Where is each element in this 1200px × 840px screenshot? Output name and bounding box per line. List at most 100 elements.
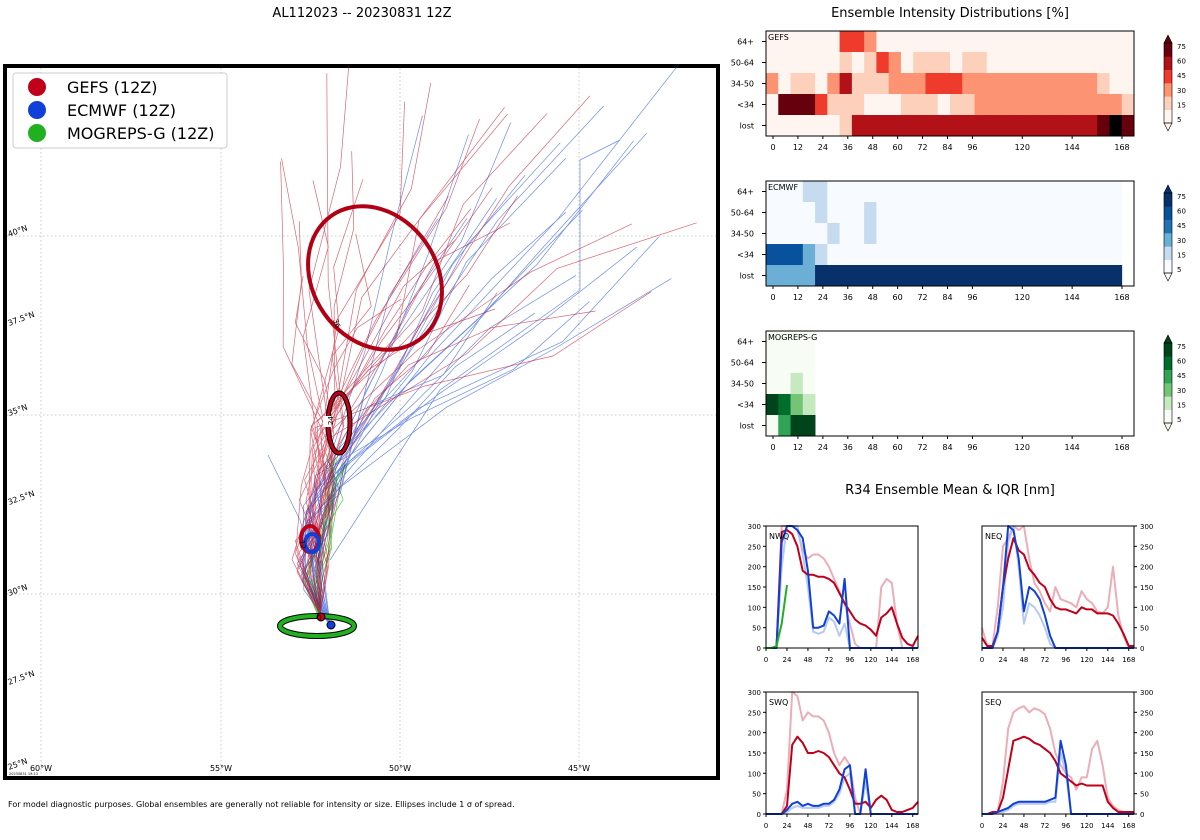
heatmap-cell <box>1048 181 1061 203</box>
ecmwf-track <box>305 142 561 626</box>
heatmap-cell <box>1084 244 1098 266</box>
heatmap-cell <box>876 223 890 245</box>
gefs-track <box>296 187 493 616</box>
heatmap-row-label: <34 <box>737 251 754 260</box>
footnote: For model diagnostic purposes. Global en… <box>8 800 515 809</box>
r34-y-tick-label: 150 <box>1140 584 1153 592</box>
heatmap-row-label: <34 <box>737 401 754 410</box>
heatmap-cell <box>802 115 816 137</box>
r34-x-tick-label: 48 <box>1019 656 1028 664</box>
heatmap-cell <box>839 181 853 203</box>
heatmap-cell <box>815 181 828 203</box>
colorbar-tick-label: 5 <box>1177 416 1181 424</box>
heatmap-cell <box>839 52 853 74</box>
colorbar-swatch <box>1164 206 1172 220</box>
heatmap-cell <box>950 73 963 95</box>
heatmap-cell <box>999 31 1012 53</box>
heatmap-cell <box>986 181 1000 203</box>
heatmap-cell <box>925 52 939 74</box>
colorbar-frame <box>1163 42 1173 124</box>
legend: GEFS (12Z) ECMWF (12Z) MOGREPS-G (12Z) <box>12 72 228 149</box>
heatmap-cell <box>876 94 890 116</box>
heatmap-cell <box>900 223 914 245</box>
r34-x-tick-label: 168 <box>906 822 919 830</box>
heatmap-x-tick-label: 120 <box>1015 143 1030 152</box>
heatmap-cell <box>1023 223 1037 245</box>
heatmap-cell <box>1097 52 1110 74</box>
heatmap-x-tick-label: 0 <box>770 143 775 152</box>
heatmap-cell <box>1035 31 1049 53</box>
heatmap-cell <box>815 52 828 74</box>
heatmap-cell <box>900 265 914 287</box>
colorbar-tick-label: 30 <box>1177 237 1186 245</box>
heatmap-cell <box>900 181 914 203</box>
ellipse-label-24: 24 <box>327 416 335 425</box>
heatmap-cell <box>864 202 877 224</box>
colorbar-tick-label: 75 <box>1177 43 1186 51</box>
r34-x-tick-label: 48 <box>803 656 812 664</box>
heatmap-cell <box>1109 181 1123 203</box>
r34-panel-label: NWQ <box>769 532 789 541</box>
r34-panel: NEQ 0 24 48 72 96 120 144 168 0 50 100 150 200 250 300 <box>980 523 1154 664</box>
heatmap-cell <box>1035 181 1049 203</box>
r34-y-tick-label: 100 <box>748 770 761 778</box>
r34-y-tick-label: 250 <box>748 709 761 717</box>
heatmap-cell <box>986 202 1000 224</box>
heatmap-cell <box>815 94 828 116</box>
r34-x-tick-label: 24 <box>999 656 1008 664</box>
heatmap-panel-label: MOGREPS-G <box>768 333 817 342</box>
r34-x-tick-label: 120 <box>864 656 877 664</box>
intensity-panels: GEFS 64+ 50-64 34-50 <34 lost 0 12 24 36 48 60 72 84 9… <box>731 30 1186 452</box>
heatmap-cell <box>1023 202 1037 224</box>
heatmap-row-label: 50-64 <box>731 209 754 218</box>
ellipse-label-36: 36 <box>331 318 342 330</box>
r34-y-tick-label: 50 <box>1140 791 1149 799</box>
heatmap-cell <box>1109 244 1123 266</box>
heatmap-cell <box>815 223 828 245</box>
r34-x-tick-label: 144 <box>1101 656 1115 664</box>
heatmap-cell <box>913 94 926 116</box>
heatmap-cell <box>1060 73 1074 95</box>
heatmap-x-tick-label: 24 <box>818 293 828 302</box>
r34-x-tick-label: 144 <box>1101 822 1115 830</box>
heatmap-x-tick-label: 0 <box>770 443 775 452</box>
heatmap-cell <box>888 52 902 74</box>
heatmap-row-label: 50-64 <box>731 359 754 368</box>
heatmap-cell <box>962 94 975 116</box>
heatmap-cell <box>864 223 877 245</box>
ecmwf-track <box>329 139 621 561</box>
heatmap-row-label: 64+ <box>737 38 754 47</box>
heatmap-cell <box>913 31 926 53</box>
heatmap-cell <box>962 202 975 224</box>
heatmap-cell <box>827 73 840 95</box>
heatmap-cell <box>827 94 840 116</box>
heatmap-cell <box>790 265 804 287</box>
heatmap-x-tick-label: 24 <box>818 143 828 152</box>
heatmap-cell <box>1084 73 1098 95</box>
heatmap-x-tick-label: 36 <box>843 143 853 152</box>
heatmap-cell <box>974 94 988 116</box>
r34-x-tick-label: 168 <box>1122 656 1135 664</box>
heatmap-cell <box>778 394 791 416</box>
heatmap-cell <box>778 181 791 203</box>
r34-y-tick-label: 100 <box>1140 770 1153 778</box>
heatmap-cell <box>778 73 791 95</box>
heatmap-cell <box>1109 94 1123 116</box>
heatmap-x-tick-label: 36 <box>843 293 853 302</box>
r34-y-tick-label: 200 <box>748 730 761 738</box>
heatmap-cell <box>876 244 890 266</box>
r34-y-tick-label: 250 <box>1140 709 1153 717</box>
colorbar-tick-label: 60 <box>1177 208 1186 216</box>
heatmap-cell <box>851 31 865 53</box>
heatmap-cell <box>937 223 951 245</box>
heatmap-cell <box>1060 31 1074 53</box>
heatmap-cell <box>1072 265 1086 287</box>
heatmap-cell <box>1060 94 1074 116</box>
heatmap-cell <box>1035 73 1049 95</box>
colorbar-tick-label: 45 <box>1177 72 1186 80</box>
heatmap-cell <box>1023 244 1037 266</box>
heatmap-cell <box>888 31 902 53</box>
heatmap-cell <box>900 115 914 137</box>
heatmap-cell <box>999 181 1012 203</box>
